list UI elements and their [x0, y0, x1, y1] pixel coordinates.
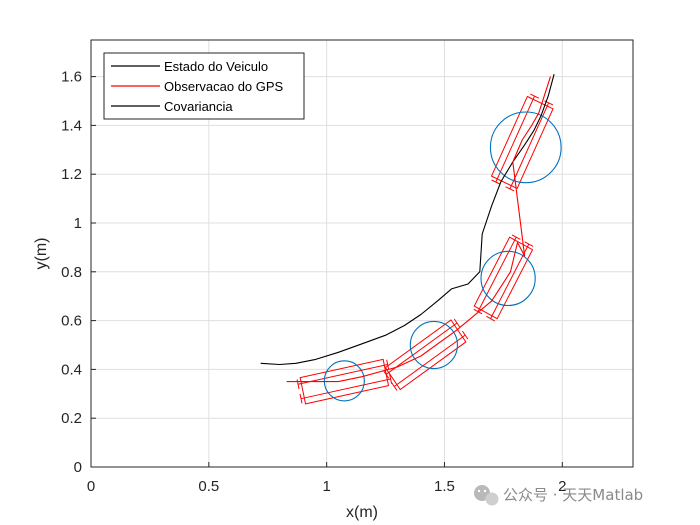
error-bar: [495, 95, 536, 183]
legend-label-gps-observation: Observacao do GPS: [164, 79, 284, 94]
legend-label-covariance: Covariancia: [164, 99, 233, 114]
error-bar: [509, 102, 550, 190]
y-tick-label: 0.6: [61, 313, 82, 330]
covariance-circle: [480, 250, 536, 307]
x-tick-label: 0.5: [198, 478, 219, 495]
error-bar-cap: [462, 330, 469, 340]
watermark: 公众号 · 天天Matlab: [474, 485, 643, 506]
x-tick-label: 1.5: [434, 478, 455, 495]
series-line-gps-observation: [286, 76, 552, 383]
axes-box: [90, 39, 634, 468]
x-axis-label: x(m): [346, 504, 378, 521]
y-tick-label: 0.8: [61, 264, 82, 281]
error-bar-cap: [511, 234, 521, 240]
y-tick-label: 1.2: [61, 166, 82, 183]
covariance-circle: [323, 360, 365, 402]
error-bar: [385, 322, 458, 375]
observation-box: [473, 236, 534, 320]
y-tick-label: 1: [74, 215, 82, 232]
error-bar-cap: [524, 241, 534, 247]
x-tick-label: 2: [558, 478, 566, 495]
covariance-circle: [489, 111, 562, 184]
series-line-vehicle-state: [260, 74, 555, 366]
y-tick-label: 0: [74, 459, 82, 476]
legend-label-vehicle-state: Estado do Veiculo: [164, 59, 268, 74]
observation-box: [384, 319, 467, 391]
error-bar-cap: [491, 179, 501, 185]
error-bar-cap: [299, 393, 303, 404]
y-axis-label: y(m): [33, 238, 50, 270]
error-bar-cap: [530, 93, 540, 99]
grid: [90, 40, 633, 468]
error-bar: [300, 378, 391, 400]
y-tick-label: 1.6: [61, 69, 82, 86]
error-bar-cap: [386, 359, 390, 370]
error-bar: [393, 334, 466, 387]
x-tick-label: 0: [87, 478, 95, 495]
error-bar: [297, 364, 388, 385]
error-bar: [477, 236, 517, 312]
error-bar-cap: [382, 370, 390, 379]
watermark-text: 公众号 · 天天Matlab: [503, 486, 643, 504]
observation-box: [490, 95, 554, 190]
error-bar-cap: [389, 374, 393, 384]
error-bar-cap: [391, 382, 398, 391]
error-bar-cap: [453, 318, 461, 328]
axis-ticks: 0 0.5 1 1.5 2 0 0.2 0.4 0.6 0.8 1 1.2 1.4 1.6: [61, 69, 566, 495]
error-bar: [490, 243, 530, 319]
observation-box: [299, 358, 390, 405]
error-bar-cap: [505, 186, 515, 192]
x-tick-label: 1: [322, 478, 330, 495]
covariance-circle: [409, 320, 458, 370]
y-tick-label: 0.4: [61, 361, 82, 378]
error-bar-cap: [486, 315, 495, 322]
error-bar-cap: [473, 308, 483, 315]
y-tick-label: 1.4: [61, 117, 82, 134]
wechat-icon: [474, 485, 499, 506]
plot-area: [260, 74, 562, 405]
legend: Estado do Veiculo Observacao do GPS Cova…: [103, 52, 305, 120]
y-tick-label: 0.2: [61, 410, 82, 427]
